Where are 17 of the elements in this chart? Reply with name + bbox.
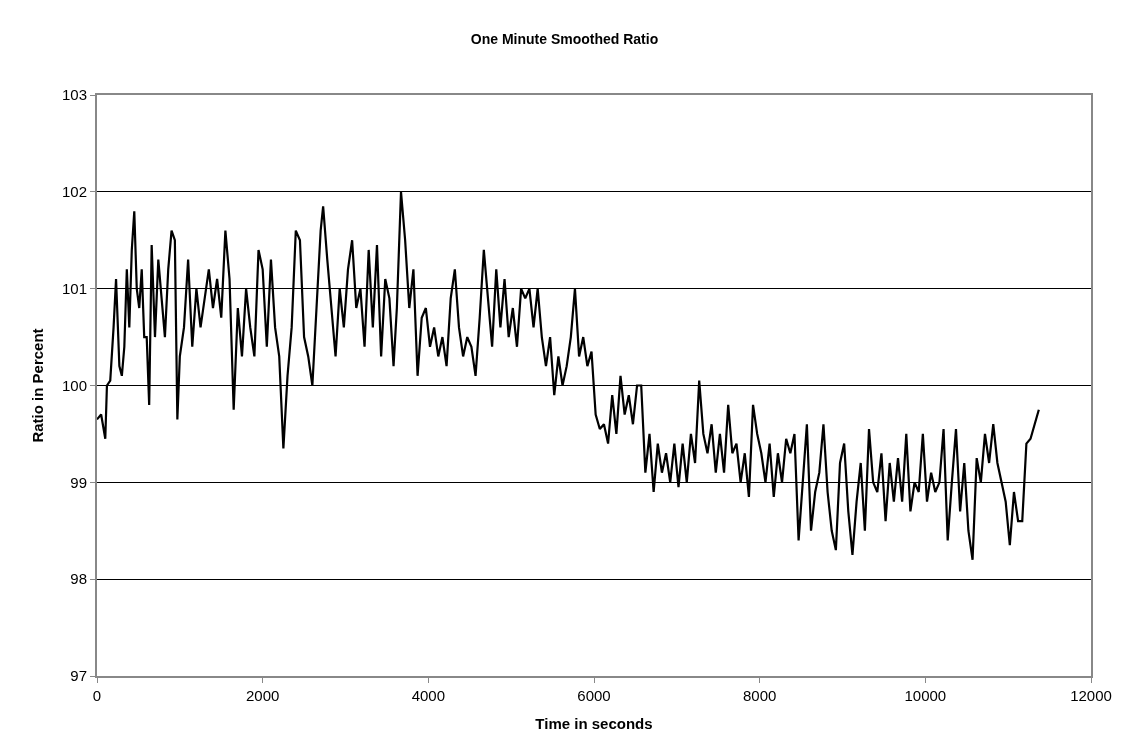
- y-tick-label: 97: [70, 667, 87, 685]
- y-tick-label: 101: [61, 279, 87, 297]
- y-tick-label: 99: [70, 473, 87, 491]
- y-tick-label: 100: [61, 376, 87, 394]
- y-tick-label: 98: [70, 570, 87, 588]
- chart-title: One Minute Smoothed Ratio: [470, 30, 659, 47]
- x-tick-label: 8000: [742, 687, 777, 704]
- y-axis-title: Ratio in Percent: [28, 328, 46, 443]
- x-tick-label: 12000: [1070, 687, 1112, 704]
- x-tick-label: 4000: [411, 687, 446, 704]
- x-tick-label: 10000: [904, 687, 947, 704]
- y-tick-label: 102: [61, 183, 87, 201]
- x-tick-label: 2000: [245, 687, 280, 704]
- x-tick-label: 0: [92, 687, 102, 704]
- x-axis-title: Time in seconds: [535, 714, 653, 732]
- x-tick-label: 6000: [577, 687, 611, 704]
- y-tick-label: 103: [61, 86, 87, 104]
